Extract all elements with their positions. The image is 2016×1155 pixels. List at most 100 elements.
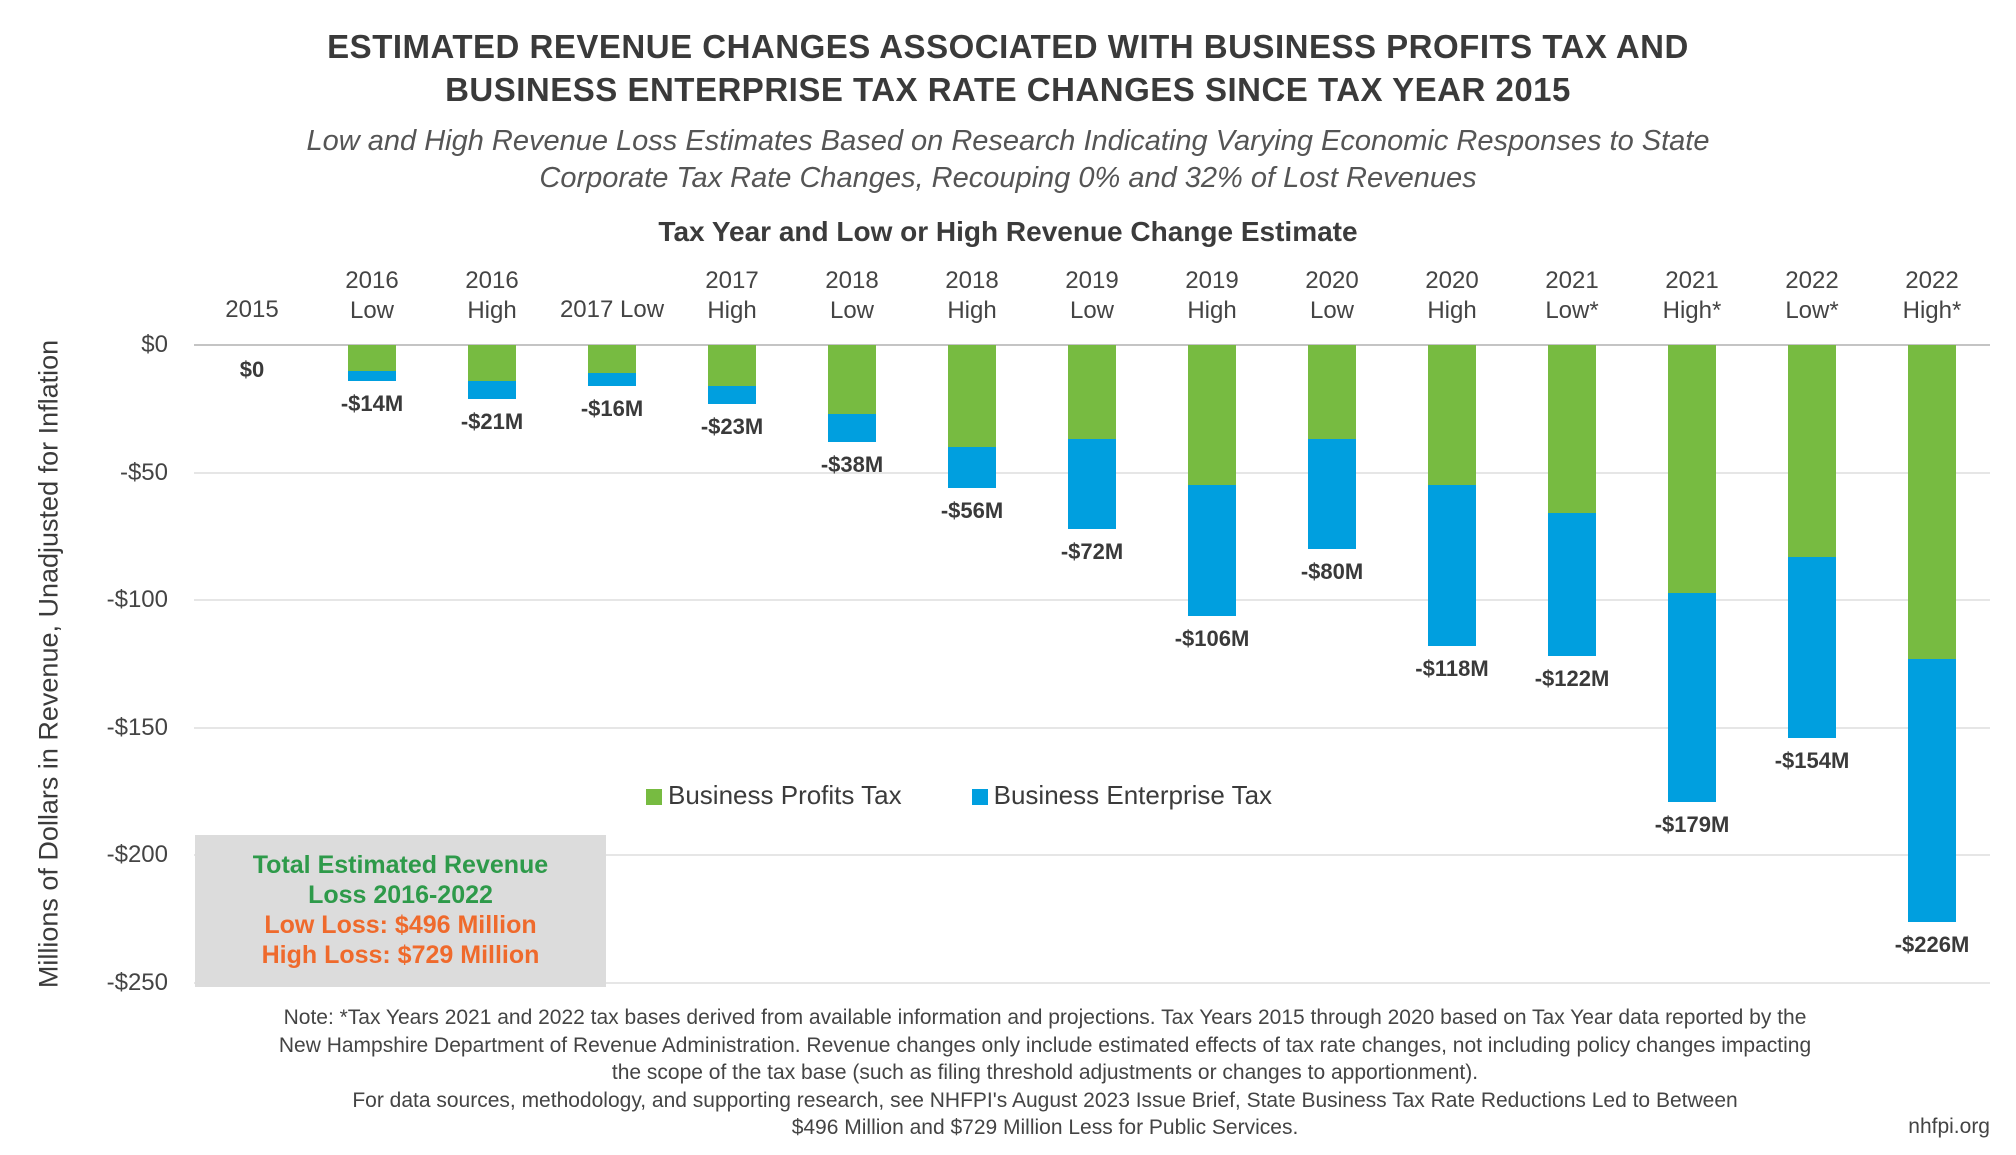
x-tick-label-line: Low* [1785,297,1839,324]
bar-business-enterprise-tax [468,380,516,399]
note: Note: *Tax Years 2021 and 2022 tax bases… [100,1004,1990,1142]
x-tick-label-line: 2020 [1425,267,1479,294]
summary-box: Total Estimated Revenue Loss 2016-2022 L… [195,835,606,987]
data-label: -$226M [1894,931,1970,957]
summary-low-loss: Low Loss: $496 Million [264,911,537,939]
note-line: Note: *Tax Years 2021 and 2022 tax bases… [283,1006,1807,1029]
x-tick-label-line: High [467,297,517,324]
chart-subtitle-line-1: Low and High Revenue Loss Estimates Base… [306,125,1710,157]
bar-business-enterprise-tax [1908,658,1956,922]
x-tick-label-line: Low [349,297,395,324]
x-tick-label: 2018 Low [792,266,912,326]
legend-item-business-profits-tax: Business Profits Tax [646,780,902,811]
chart-title-line-2: BUSINESS ENTERPRISE TAX RATE CHANGES SIN… [445,71,1571,108]
data-label: -$23M [700,413,764,439]
note-line: $496 Million and $729 Million Less for P… [791,1116,1299,1139]
x-axis-title: Tax Year and Low or High Revenue Change … [658,216,1358,247]
x-tick-label: 2019 High [1152,266,1272,326]
x-tick-label: 2020 Low [1272,266,1392,326]
x-tick-label-line: High [1427,297,1477,324]
x-tick-label-line: Low [1309,297,1355,324]
summary-heading-1: Total Estimated Revenue [252,851,549,879]
x-tick-label-line: 2022 [1785,267,1839,294]
summary-heading-2: Loss 2016-2022 [308,881,493,909]
x-tick-label-line: High [1187,297,1237,324]
chart-subtitle-line-2: Corporate Tax Rate Changes, Recouping 0%… [539,162,1477,194]
x-tick-label-line: 2021 [1545,267,1599,294]
x-tick-label-line: 2016 [465,267,519,294]
bar-business-profits-tax [708,345,756,386]
gridline [194,599,1990,602]
data-label: -$21M [460,408,524,434]
x-tick-label: 2017 High [672,266,792,326]
data-label: -$118M [1415,656,1489,682]
bar-business-enterprise-tax [708,385,756,404]
x-tick-label: 2021 High* [1632,266,1752,326]
data-label: -$106M [1174,625,1250,651]
bar-business-profits-tax [1308,345,1356,440]
x-tick-label: 2019 Low [1032,266,1152,326]
chart-title-line-1: ESTIMATED REVENUE CHANGES ASSOCIATED WIT… [327,28,1689,65]
bar-business-profits-tax [1908,345,1956,659]
bar-business-enterprise-tax [1548,513,1596,657]
x-tick-label-line: 2017 [705,267,759,294]
bar-business-profits-tax [828,345,876,414]
y-tick-label: -$100 [106,586,168,614]
legend-swatch-blue [971,789,988,806]
x-tick-label-line: Low [829,297,875,324]
x-tick-label-line: 2015 [225,296,279,323]
data-label: $0 [239,357,265,382]
legend-label: Business Profits Tax [668,780,902,810]
legend-item-business-enterprise-tax: Business Enterprise Tax [971,780,1273,811]
data-label: -$14M [340,390,404,416]
x-tick-label-line: High* [1902,297,1962,324]
bar-business-profits-tax [1668,345,1716,593]
data-label: -$16M [580,395,644,421]
data-label: -$56M [940,497,1004,523]
gridline [194,726,1990,729]
x-tick-label-line: 2020 [1305,267,1359,294]
x-tick-label: 2016 High [432,266,552,326]
bar-business-profits-tax [588,345,636,374]
x-tick-label-line: Low* [1545,297,1599,324]
x-tick-label-line: 2018 [945,267,999,294]
x-tick-label-line: Low [1069,297,1115,324]
bar-business-enterprise-tax [1428,485,1476,647]
x-tick-label: 2018 High [912,266,1032,326]
x-tick-label-line: High* [1662,297,1722,324]
data-label: -$72M [1060,538,1124,564]
data-label: -$80M [1300,559,1364,585]
y-tick-label: -$200 [106,841,168,869]
x-tick-label-line: High [947,297,997,324]
bar-business-profits-tax [948,345,996,448]
note-line: the scope of the tax base (such as filin… [611,1061,1479,1084]
x-tick-label: 2020 High [1392,266,1512,326]
y-tick-label: -$50 [119,458,168,486]
data-label: -$122M [1534,666,1610,692]
x-tick-label-line: 2016 [345,267,399,294]
legend: Business Profits Tax Business Enterprise… [646,780,1272,811]
bar-business-profits-tax [348,345,396,371]
x-tick-label-line: High [707,297,757,324]
summary-high-loss: High Loss: $729 Million [261,941,540,969]
legend-label: Business Enterprise Tax [993,780,1273,810]
x-tick-label-line: 2017 Low [559,296,665,323]
bar-business-enterprise-tax [1788,556,1836,738]
x-tick-label: 2022 Low* [1752,266,1872,326]
x-tick-label-line: 2019 [1185,267,1239,294]
data-label: -$154M [1774,748,1850,773]
y-tick-label: -$250 [106,969,168,996]
bar-business-profits-tax [1788,345,1836,557]
bar-business-enterprise-tax [1668,592,1716,802]
note-line: For data sources, methodology, and suppo… [352,1088,1738,1112]
note-line: New Hampshire Department of Revenue Admi… [278,1033,1812,1057]
x-tick-label: 2015 [192,295,312,325]
x-tick-label-line: 2022 [1905,267,1959,294]
y-tick-label: -$150 [106,713,168,741]
bar-business-enterprise-tax [828,413,876,442]
gridline [194,982,1990,984]
x-tick-label: 2022 High* [1872,266,1992,326]
bar-business-enterprise-tax [1068,439,1116,529]
bar-business-profits-tax [468,345,516,381]
x-tick-label-line: 2019 [1065,267,1119,294]
